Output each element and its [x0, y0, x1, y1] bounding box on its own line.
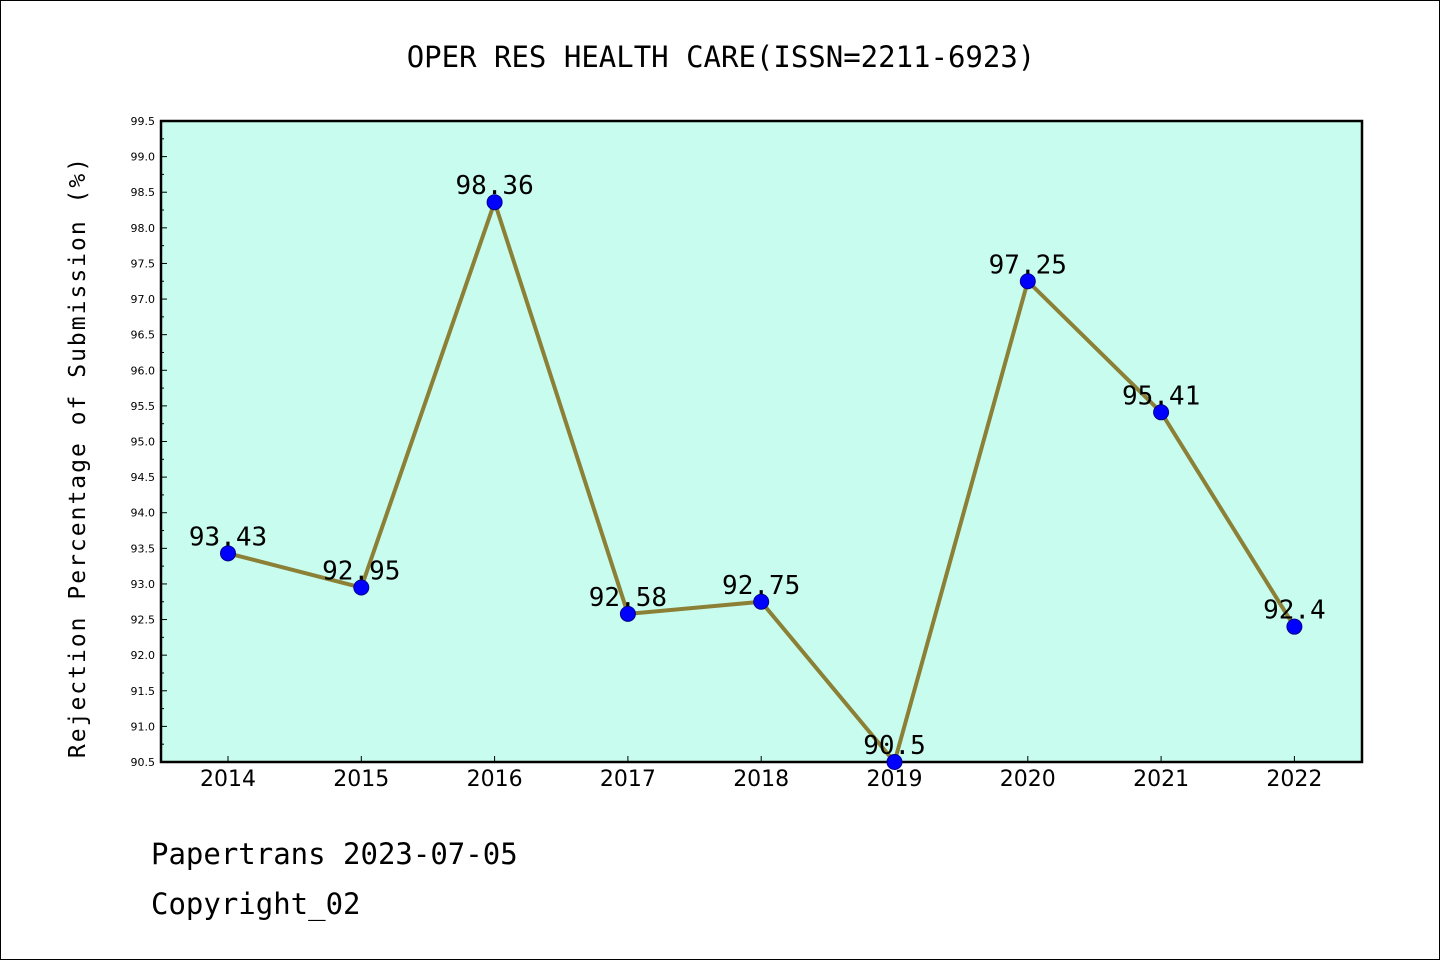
y-tick-label: 94.5: [131, 471, 156, 484]
data-label: 93.43: [189, 522, 267, 552]
x-tick-label: 2018: [733, 767, 789, 792]
data-point: [353, 579, 370, 596]
y-axis: 90.5 91.0 91.5 92.0 92.5 93.0 93.5 94.0 94.5 95.0…: [131, 115, 167, 769]
data-point: [1153, 404, 1170, 421]
y-axis-label: Rejection Percentage of Submission (%): [65, 156, 91, 758]
chart-title: OPER RES HEALTH CARE(ISSN=2211-6923): [407, 40, 1036, 74]
y-tick-label: 98.5: [131, 186, 156, 199]
data-label: 97.25: [989, 250, 1067, 280]
x-tick-label: 2015: [333, 767, 389, 792]
y-tick-label: 90.5: [131, 756, 156, 769]
x-tick-label: 2022: [1266, 767, 1322, 792]
data-point: [220, 545, 236, 562]
data-point: [886, 754, 903, 770]
data-point: [1286, 618, 1303, 635]
x-tick-label: 2019: [867, 767, 923, 792]
y-tick-label: 95.0: [131, 436, 156, 449]
data-label: 98.36: [455, 171, 533, 201]
data-label-layer: 93.43 92.95 98.36 92.58 92.75 90.5 97.25 95.41 9…: [189, 171, 1326, 761]
y-tick-label: 93.0: [131, 578, 156, 591]
y-tick-label: 96.5: [131, 329, 156, 342]
data-label: 90.5: [863, 731, 926, 761]
footer-source: Papertrans 2023-07-05: [151, 837, 518, 871]
y-tick-label: 99.0: [131, 151, 156, 164]
data-point: [753, 593, 770, 610]
data-point: [1019, 273, 1036, 290]
data-label: 92.95: [322, 557, 400, 587]
x-tick-label: 2014: [200, 767, 256, 792]
x-tick-label: 2020: [1000, 767, 1056, 792]
y-tick-label: 93.5: [131, 542, 156, 555]
plot-area: [159, 119, 1364, 764]
y-tick-label: 92.5: [131, 614, 156, 627]
x-tick-label: 2021: [1133, 767, 1189, 792]
y-tick-label: 97.5: [131, 257, 156, 270]
x-tick-label: 2017: [600, 767, 656, 792]
data-point: [619, 605, 636, 622]
y-tick-label: 94.0: [131, 507, 156, 520]
y-tick-label: 99.5: [131, 115, 156, 128]
series-layer: [220, 194, 1303, 770]
y-tick-label: 92.0: [131, 649, 156, 662]
data-point: [486, 194, 503, 211]
footer-copyright: Copyright_02: [151, 887, 361, 921]
y-tick-label: 95.5: [131, 400, 156, 413]
y-tick-label: 91.5: [131, 685, 156, 698]
data-label: 92.75: [722, 571, 800, 601]
y-tick-label: 96.0: [131, 364, 156, 377]
data-label: 92.4: [1263, 596, 1326, 626]
x-axis: 2014 2015 2016 2017 2018 2019 2020 2021 2022: [200, 756, 1322, 792]
data-label: 92.58: [589, 583, 667, 613]
x-tick-label: 2016: [467, 767, 523, 792]
y-tick-label: 98.0: [131, 222, 156, 235]
data-label: 95.41: [1122, 381, 1200, 411]
y-tick-label: 91.0: [131, 720, 156, 733]
y-tick-label: 97.0: [131, 293, 156, 306]
